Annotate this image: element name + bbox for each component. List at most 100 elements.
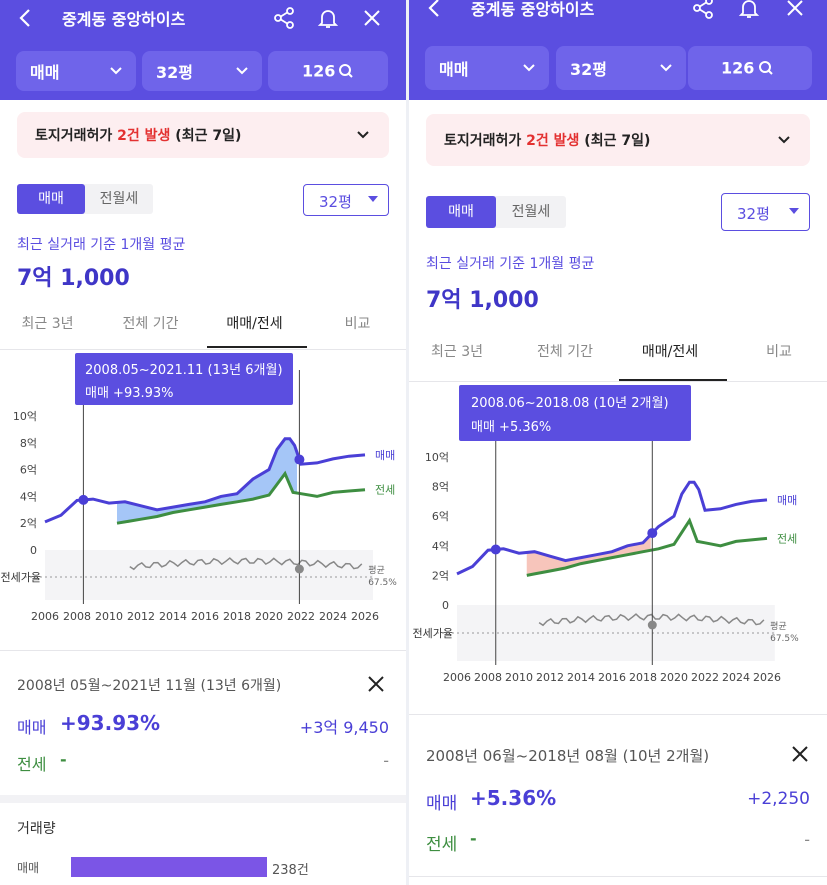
average-price: 7억 1,000 <box>426 288 539 313</box>
tab-underline <box>619 379 727 381</box>
close-icon[interactable] <box>783 0 807 20</box>
x-tick-label: 2026 <box>753 671 781 684</box>
close-summary-icon[interactable] <box>790 744 810 764</box>
trade-type-select[interactable]: 매매 <box>16 51 136 91</box>
bell-icon[interactable] <box>316 6 340 30</box>
size-value: 32평 <box>570 60 607 79</box>
jeonse-series-label: 전세 <box>375 484 395 497</box>
tab-sale-jeonse[interactable]: 매매/전세 <box>226 316 283 332</box>
panel-left: 중계동 중앙하이츠 매매 32평 126 토지거래허가 2건 발생 (최근 7일… <box>0 0 406 885</box>
tab-underline <box>207 346 307 348</box>
summary-jeonse-label: 전세 <box>17 755 47 774</box>
x-tick-label: 2024 <box>319 610 347 623</box>
chart-divider <box>0 650 406 651</box>
app-header: 중계동 중앙하이츠 매매 32평 126 <box>409 0 827 100</box>
trade-type-select[interactable]: 매매 <box>425 46 549 90</box>
ratio-avg-label: 평균 <box>368 565 385 576</box>
share-icon[interactable] <box>272 6 296 30</box>
size-dropdown-value: 32평 <box>319 193 352 211</box>
size-dropdown[interactable]: 32평 <box>721 193 810 231</box>
x-tick-label: 2008 <box>474 671 502 684</box>
average-price: 7억 1,000 <box>17 266 130 291</box>
x-tick-label: 2012 <box>536 671 564 684</box>
tab-compare[interactable]: 비교 <box>766 344 792 360</box>
average-label: 최근 실거래 기준 1개월 평균 <box>17 237 186 253</box>
range-fill <box>526 534 651 576</box>
size-select[interactable]: 32평 <box>142 51 262 91</box>
deal-type-toggle: 매매 전월세 <box>17 184 153 214</box>
toggle-rent[interactable]: 전월세 <box>511 204 551 220</box>
y-tick-label: 2억 <box>432 569 449 582</box>
page-title: 중계동 중앙하이츠 <box>471 0 595 19</box>
ratio-avg-value: 67.5% <box>368 578 397 588</box>
tab-all-period[interactable]: 전체 기간 <box>122 316 179 332</box>
close-summary-icon[interactable] <box>366 674 386 694</box>
summary-jeonse-pct: - <box>60 750 67 769</box>
x-tick-label: 2014 <box>567 671 595 684</box>
chart-divider <box>409 714 827 715</box>
tab-recent-3y[interactable]: 최근 3년 <box>21 316 74 332</box>
alert-prefix: 토지거래허가 <box>444 133 527 149</box>
search-icon <box>759 61 773 75</box>
chevron-down-icon <box>660 64 672 72</box>
listing-count-search[interactable]: 126 <box>268 51 388 91</box>
ratio-avg-value: 67.5% <box>770 634 799 644</box>
land-permit-alert[interactable]: 토지거래허가 2건 발생 (최근 7일) <box>17 112 389 158</box>
x-tick-label: 2020 <box>255 610 283 623</box>
toggle-sale[interactable]: 매매 <box>17 184 85 214</box>
size-dropdown[interactable]: 32평 <box>303 184 389 216</box>
toggle-sale[interactable]: 매매 <box>426 196 496 228</box>
y-tick-label: 2억 <box>20 517 37 530</box>
back-icon[interactable] <box>14 6 38 30</box>
x-tick-label: 2022 <box>691 671 719 684</box>
selection-tooltip: 2008.06~2018.08 (10년 2개월) 매매 +5.36% <box>459 385 691 441</box>
section-gap <box>0 795 406 803</box>
y-tick-label: 10억 <box>13 410 37 423</box>
selection-tooltip: 2008.05~2021.11 (13년 6개월) 매매 +93.93% <box>75 353 293 405</box>
range-end-point <box>647 528 658 539</box>
sale-series-line <box>44 437 366 524</box>
share-icon[interactable] <box>691 0 715 20</box>
bottom-divider <box>409 876 827 877</box>
summary-sale-pct: +93.93% <box>60 711 161 735</box>
x-tick-label: 2022 <box>287 610 315 623</box>
trade-type-value: 매매 <box>439 60 469 79</box>
alert-suffix: (최근 7일) <box>579 133 651 149</box>
land-permit-alert[interactable]: 토지거래허가 2건 발생 (최근 7일) <box>426 114 810 166</box>
ratio-band <box>457 605 775 661</box>
tab-recent-3y[interactable]: 최근 3년 <box>431 344 483 360</box>
size-select[interactable]: 32평 <box>556 46 686 90</box>
tooltip-change: 매매 +93.93% <box>85 386 174 401</box>
x-tick-label: 2010 <box>505 671 533 684</box>
volume-count: 238건 <box>272 863 309 878</box>
back-icon[interactable] <box>423 0 447 20</box>
tab-compare[interactable]: 비교 <box>344 316 371 332</box>
range-start-point <box>78 494 89 505</box>
alert-prefix: 토지거래허가 <box>35 128 118 144</box>
summary-sale-label: 매매 <box>17 718 47 737</box>
range-fill <box>117 438 297 524</box>
jeonse-series-line <box>526 517 768 577</box>
ratio-marker <box>294 564 304 574</box>
jeonse-series-label: 전세 <box>777 532 797 545</box>
tab-divider <box>0 349 406 350</box>
toggle-rent[interactable]: 전월세 <box>99 191 139 207</box>
tab-all-period[interactable]: 전체 기간 <box>537 344 593 360</box>
x-tick-label: 2024 <box>722 671 750 684</box>
x-tick-label: 2014 <box>159 610 187 623</box>
alert-highlight: 2건 발생 <box>526 133 580 149</box>
ratio-label: 전세가율 <box>1 571 41 584</box>
ratio-marker <box>647 620 657 630</box>
listing-count-search[interactable]: 126 <box>688 46 812 90</box>
bell-icon[interactable] <box>737 0 761 20</box>
tab-sale-jeonse[interactable]: 매매/전세 <box>641 344 699 360</box>
summary-sale-amount: +3억 9,450 <box>299 718 389 737</box>
y-tick-label: 6억 <box>432 510 449 523</box>
summary-range: 2008년 06월~2018년 08월 (10년 2개월) <box>426 747 710 765</box>
chevron-down-icon <box>110 67 122 75</box>
summary-range: 2008년 05월~2021년 11월 (13년 6개월) <box>17 678 282 694</box>
listing-count: 126 <box>721 58 755 78</box>
close-icon[interactable] <box>360 6 384 30</box>
